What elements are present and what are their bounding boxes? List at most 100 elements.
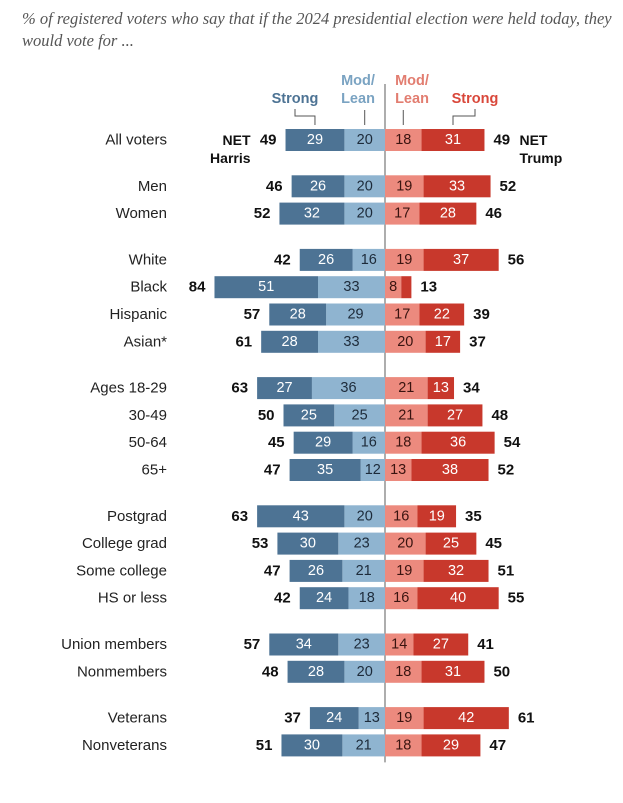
bar-harris-strong	[269, 633, 339, 656]
bar-trump-strong	[425, 532, 477, 555]
net-trump-value: 52	[498, 462, 515, 479]
category-label: Hispanic	[109, 306, 167, 323]
net-trump-value: 55	[508, 590, 525, 607]
bar-harris-lean	[358, 707, 385, 730]
value-label-harris-strong: 34	[296, 637, 312, 653]
bar-trump-strong	[427, 404, 483, 427]
value-label-harris-lean: 12	[365, 462, 381, 478]
bar-trump-lean	[385, 633, 414, 656]
net-harris-label: Harris	[210, 150, 251, 166]
bar-trump-strong	[401, 276, 412, 299]
bar-harris-lean	[338, 633, 385, 656]
value-label-trump-strong: 37	[453, 252, 469, 268]
chart-row: 65+ 35 12 13 38 47 52	[142, 459, 515, 481]
category-label: Veterans	[108, 710, 167, 727]
bar-trump-lean	[385, 707, 424, 730]
chart-row: Union members 34 23 14 27 57 41	[61, 633, 494, 656]
value-label-harris-lean: 23	[354, 637, 370, 653]
value-label-harris-strong: 30	[304, 737, 320, 753]
value-label-trump-lean: 20	[397, 536, 413, 552]
bar-trump-lean	[385, 734, 422, 757]
category-label: Women	[116, 205, 167, 222]
net-harris-value: 52	[254, 205, 271, 222]
net-trump-value: 39	[473, 306, 490, 323]
net-trump-value: 61	[518, 710, 535, 727]
value-label-trump-lean: 8	[389, 279, 397, 295]
chart-row: White 26 16 19 37 42 56	[129, 248, 525, 271]
bar-trump-lean	[385, 377, 428, 400]
bar-trump-strong	[419, 202, 477, 225]
bar-trump-strong	[421, 431, 495, 454]
bar-trump-strong	[411, 459, 489, 481]
bar-harris-strong	[281, 734, 343, 757]
bar-trump-lean	[385, 431, 422, 454]
net-harris-value: 57	[244, 636, 261, 653]
bar-harris-strong	[287, 660, 345, 683]
value-label-harris-strong: 28	[282, 334, 298, 350]
value-label-harris-lean: 20	[357, 132, 373, 148]
net-harris-value: 47	[264, 562, 281, 579]
bar-trump-lean	[385, 175, 424, 198]
category-label: Ages 18-29	[90, 380, 167, 397]
bar-harris-lean	[348, 587, 385, 610]
value-label-trump-strong: 13	[433, 380, 449, 396]
bar-harris-strong	[257, 377, 312, 400]
value-label-trump-strong: 27	[447, 407, 463, 423]
value-label-trump-lean: 19	[396, 710, 412, 726]
bar-trump-lean	[385, 559, 424, 582]
bar-harris-strong	[257, 505, 345, 528]
value-label-trump-lean: 16	[393, 590, 409, 606]
chart-row: HS or less 24 18 16 40 42 55	[98, 587, 525, 610]
value-label-trump-lean: 17	[394, 206, 410, 222]
net-trump-value: 51	[498, 562, 515, 579]
bar-trump-strong	[419, 303, 465, 326]
value-label-harris-lean: 25	[352, 407, 368, 423]
net-trump-value: 56	[508, 251, 525, 268]
bar-harris-strong	[279, 202, 345, 225]
net-harris-value: 46	[266, 178, 283, 195]
value-label-trump-strong: 31	[445, 664, 461, 680]
value-label-trump-lean: 13	[390, 462, 406, 478]
bar-harris-strong	[289, 559, 343, 582]
bar-harris-strong	[309, 707, 359, 730]
value-label-harris-strong: 28	[290, 307, 306, 323]
value-label-harris-lean: 29	[347, 307, 363, 323]
net-harris-value: 50	[258, 407, 275, 424]
category-label: College grad	[82, 535, 167, 552]
category-label: Union members	[61, 636, 167, 653]
value-label-trump-strong: 22	[434, 307, 450, 323]
chart-row: Asian* 28 33 20 17 61 37	[124, 330, 486, 353]
category-label: HS or less	[98, 590, 167, 607]
bar-trump-lean	[385, 202, 420, 225]
value-label-trump-strong: 25	[443, 536, 459, 552]
net-harris-value: 48	[262, 663, 279, 680]
value-label-harris-lean: 20	[357, 206, 373, 222]
value-label-harris-strong: 26	[310, 178, 326, 194]
bar-trump-strong	[421, 734, 481, 757]
value-label-trump-lean: 21	[398, 380, 414, 396]
bar-harris-lean	[352, 248, 385, 271]
value-label-trump-strong: 19	[429, 508, 445, 524]
net-trump-label: Trump	[519, 150, 562, 166]
bar-harris-strong	[283, 404, 335, 427]
bar-trump-lean	[385, 459, 412, 481]
value-label-trump-strong: 27	[433, 637, 449, 653]
chart-row: Women 32 20 17 28 52 46	[116, 202, 502, 225]
net-harris-value: 47	[264, 462, 281, 479]
bar-trump-lean	[385, 248, 424, 271]
value-label-harris-strong: 27	[276, 380, 292, 396]
net-harris-value: 42	[274, 251, 291, 268]
value-label-trump-strong: 42	[458, 710, 474, 726]
value-label-harris-strong: 29	[307, 132, 323, 148]
value-label-trump-strong: 38	[442, 462, 458, 478]
value-label-harris-strong: 28	[308, 664, 324, 680]
bar-trump-strong	[423, 248, 499, 271]
value-label-trump-lean: 18	[395, 435, 411, 451]
bar-harris-lean	[318, 276, 385, 299]
value-label-trump-lean: 20	[397, 334, 413, 350]
value-label-harris-lean: 13	[364, 710, 380, 726]
value-label-trump-strong: 17	[435, 334, 451, 350]
bar-trump-strong	[423, 559, 489, 582]
value-label-trump-lean: 19	[396, 563, 412, 579]
